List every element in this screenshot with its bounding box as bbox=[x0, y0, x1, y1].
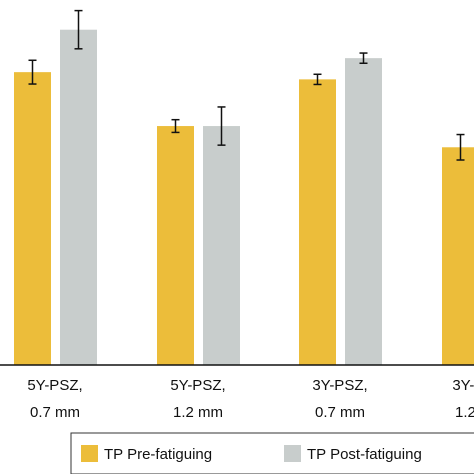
error-bars-group bbox=[28, 9, 465, 161]
error-bar-pre-3 bbox=[456, 133, 465, 161]
legend-swatch-post bbox=[284, 445, 301, 462]
x-tick-label-3: 3Y-PSZ,1.2 mm bbox=[452, 377, 474, 421]
error-bar-pre-0 bbox=[28, 59, 37, 85]
legend-label-pre: TP Pre-fatiguing bbox=[104, 446, 212, 463]
bar-pre-0 bbox=[14, 72, 51, 366]
bar-post-1 bbox=[203, 126, 240, 365]
x-tick-label-2: 3Y-PSZ, 0.7 mm bbox=[312, 377, 367, 421]
bar-pre-2 bbox=[299, 79, 336, 366]
bars-group bbox=[14, 29, 474, 366]
legend-label-post: TP Post-fatiguing bbox=[307, 446, 422, 463]
error-bar-post-1 bbox=[217, 106, 226, 146]
legend-frame bbox=[70, 432, 474, 474]
bar-pre-1 bbox=[157, 126, 194, 365]
bar-post-2 bbox=[345, 58, 382, 365]
error-bar-pre-2 bbox=[313, 73, 322, 86]
error-bar-pre-1 bbox=[171, 118, 180, 134]
x-tick-label-1: 5Y-PSZ, 1.2 mm bbox=[170, 377, 225, 421]
x-tick-label-0: 5Y-PSZ, 0.7 mm bbox=[27, 377, 82, 421]
error-bar-post-2 bbox=[359, 52, 368, 64]
legend: TP Pre-fatiguing TP Post-fatiguing bbox=[70, 432, 474, 474]
bar-pre-3 bbox=[442, 147, 474, 365]
legend-swatch-pre bbox=[81, 445, 98, 462]
error-bar-post-0 bbox=[74, 9, 83, 50]
bar-post-0 bbox=[60, 29, 97, 366]
x-tick-labels: 5Y-PSZ, 0.7 mm 5Y-PSZ, 1.2 mm 3Y-PSZ, 0.7 mm 3… bbox=[27, 377, 474, 421]
